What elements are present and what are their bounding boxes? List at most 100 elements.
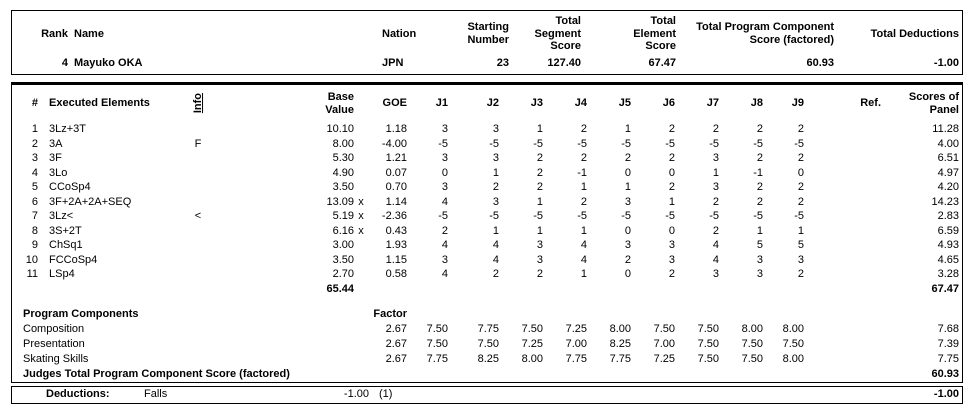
judge-score: 3 [712, 181, 719, 194]
judge-score: 3 [756, 268, 763, 281]
judge-score: 1 [580, 268, 587, 281]
element-base-value: 5.19 [332, 210, 354, 223]
judge-3-header: J3 [530, 97, 543, 110]
judge-score: 4 [712, 239, 719, 252]
component-name: Composition [23, 323, 85, 335]
judge-score: -5 [489, 210, 499, 223]
element-name: CCoSp4 [49, 181, 91, 194]
component-judge-score: 7.50 [741, 338, 763, 350]
goe-header: GOE [382, 97, 407, 110]
judge-score: 2 [492, 268, 499, 281]
judge-score: -5 [438, 137, 448, 150]
judge-score: 1 [756, 224, 763, 237]
judge-score: 2 [712, 123, 719, 136]
component-judge-score: 8.25 [609, 338, 631, 350]
component-judge-score: 7.50 [521, 323, 543, 335]
element-panel-score: 4.65 [937, 253, 959, 266]
judge-score: 2 [756, 195, 763, 208]
judge-9-header: J9 [791, 97, 804, 110]
element-number: 4 [31, 166, 38, 179]
element-ref [804, 122, 881, 137]
element-goe: 1.15 [385, 253, 407, 266]
total-element-score-value: 67.47 [648, 56, 676, 69]
element-name: FCCoSp4 [49, 253, 98, 266]
judge-score: 4 [441, 239, 448, 252]
element-name: LSp4 [49, 268, 75, 281]
element-row: 11 LSp4 2.70 0.58 4 2 2 1 0 2 3 3 [12, 267, 959, 282]
base-value-header: Base Value [325, 91, 354, 116]
element-bonus-x-marker: x [358, 195, 364, 208]
element-ref [804, 209, 881, 224]
element-number: 2 [31, 137, 38, 150]
total-panel-score: 67.47 [931, 282, 959, 295]
judge-score: 1 [624, 123, 631, 136]
program-components-title: Program Components [23, 307, 139, 320]
component-factor: 2.67 [385, 323, 407, 335]
element-goe: -4.00 [381, 137, 407, 150]
element-row: 9 ChSq1 3.00 1.93 4 4 3 4 3 3 4 5 [12, 238, 959, 253]
judge-score: 2 [580, 123, 587, 136]
judge-score: 2 [580, 195, 587, 208]
judge-score: 0 [624, 166, 631, 179]
nation-header: Nation [382, 27, 417, 40]
judge-4-header: J4 [574, 97, 587, 110]
component-judge-score: 7.25 [565, 323, 587, 335]
component-judge-score: 7.50 [426, 323, 448, 335]
judge-score: 2 [624, 152, 631, 165]
element-number: 3 [31, 152, 38, 165]
judge-score: 3 [797, 253, 804, 266]
elements-totals-row: 65.44 67.47 [12, 282, 959, 296]
component-judge-score: 7.25 [653, 353, 675, 365]
judge-score: 3 [668, 239, 675, 252]
element-base-value: 4.90 [332, 166, 354, 179]
judge-score: 1 [797, 224, 804, 237]
component-judge-score: 7.50 [697, 353, 719, 365]
starting-number-value: 23 [496, 56, 509, 69]
judge-score: 1 [536, 123, 543, 136]
info-rotated-label: Info [191, 93, 204, 114]
component-row: Composition 2.67 7.50 7.75 7.50 7.25 8.0… [12, 322, 959, 337]
scores-of-panel-header: Scores of Panel [908, 91, 959, 116]
skater-summary: Rank Name Nation Starting Number Total S… [11, 10, 963, 75]
component-panel-score: 7.75 [937, 353, 959, 365]
judge-score: -5 [753, 210, 763, 223]
element-panel-score: 14.23 [931, 195, 959, 208]
element-ref [804, 166, 881, 181]
judge-score: -5 [665, 137, 675, 150]
element-bonus-x-marker: x [358, 224, 364, 237]
judge-score: 2 [712, 224, 719, 237]
element-ref [804, 151, 881, 166]
judge-8-header: J8 [750, 97, 763, 110]
component-judge-score: 7.50 [782, 338, 804, 350]
judge-1-header: J1 [435, 97, 448, 110]
judge-score: 3 [492, 195, 499, 208]
judge-score: 0 [624, 268, 631, 281]
component-judge-score: 7.25 [521, 338, 543, 350]
component-ref [804, 322, 881, 337]
component-row: Skating Skills 2.67 7.75 8.25 8.00 7.75 … [12, 352, 959, 367]
element-info-flag [148, 122, 248, 137]
element-name: 3Lz+3T [49, 123, 86, 136]
element-panel-score: 4.00 [937, 137, 959, 150]
rank-value: 4 [61, 56, 68, 69]
judges-total-label: Judges Total Program Component Score (fa… [23, 368, 290, 380]
judge-score: 3 [624, 239, 631, 252]
element-base-value: 2.70 [332, 268, 354, 281]
component-judge-score: 7.50 [477, 338, 499, 350]
executed-elements-header: Executed Elements [49, 97, 150, 110]
judge-score: 5 [797, 239, 804, 252]
judge-score: 3 [492, 152, 499, 165]
element-info-flag [148, 166, 248, 181]
component-judge-score: 7.00 [653, 338, 675, 350]
judge-score: 1 [492, 224, 499, 237]
element-number: 8 [31, 224, 38, 237]
judge-score: -5 [753, 137, 763, 150]
element-info-flag [148, 253, 248, 268]
component-judge-score: 7.75 [477, 323, 499, 335]
element-bonus-x-marker [354, 180, 368, 195]
elements-table: # Executed Elements Info Base Value GOE … [12, 85, 959, 382]
element-number: 7 [31, 210, 38, 223]
judge-score: 2 [492, 181, 499, 194]
component-judge-score: 7.75 [426, 353, 448, 365]
